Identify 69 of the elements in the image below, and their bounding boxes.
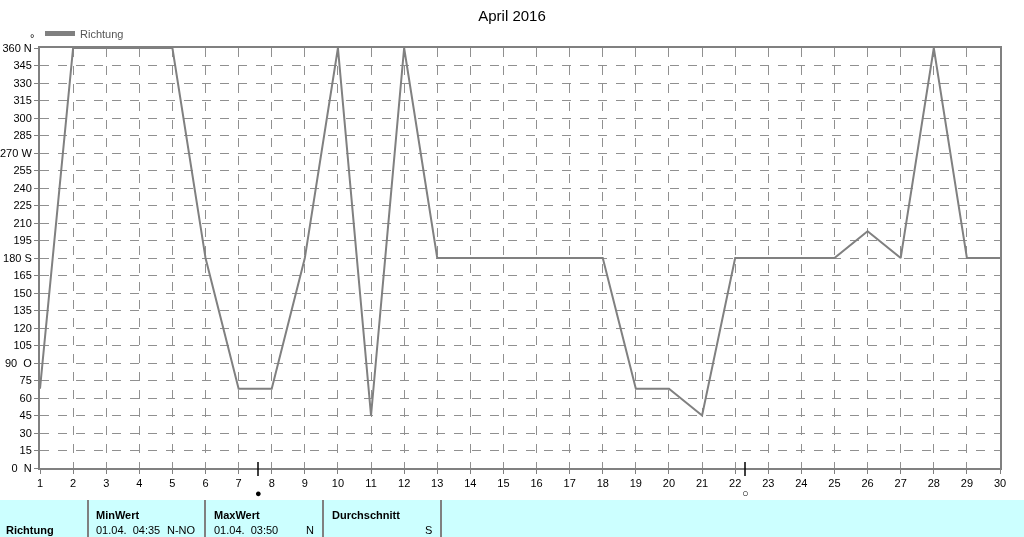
- x-tick-label: 25: [828, 477, 841, 490]
- y-tick-label: 225: [13, 199, 32, 212]
- x-tick-label: 30: [993, 477, 1007, 490]
- y-tick-label: 360 N: [2, 41, 32, 54]
- x-tick-label: 28: [927, 477, 940, 490]
- text: MinWert: [96, 509, 140, 521]
- y-tick-label: 180 S: [3, 251, 32, 264]
- y-axis-title: °: [30, 32, 35, 44]
- x-tick-label: 19: [629, 477, 642, 490]
- text: ○: [742, 487, 749, 499]
- y-tick-label: 30: [19, 426, 32, 439]
- x-tick-label: 4: [136, 477, 143, 490]
- text: 01.04. 04:35: [96, 524, 161, 536]
- y-tick-label: 45: [19, 409, 32, 422]
- x-tick-label: 20: [662, 477, 676, 490]
- y-tick-label: 210: [13, 216, 32, 229]
- chart-title: April 2016: [478, 7, 546, 25]
- x-tick-label: 17: [563, 477, 576, 490]
- x-tick-label: 23: [762, 477, 775, 490]
- y-tick-label: 255: [13, 164, 32, 177]
- text: Durchschnitt: [332, 509, 401, 521]
- x-tick-label: 24: [795, 477, 808, 490]
- y-tick-label: 300: [13, 111, 32, 124]
- x-tick-label: 22: [729, 477, 742, 490]
- text: Richtung: [6, 524, 54, 536]
- x-tick-label: 1: [36, 477, 44, 490]
- x-tick-label: 13: [431, 477, 444, 490]
- x-tick-label: 14: [464, 477, 477, 490]
- legend-label: Richtung: [80, 27, 124, 40]
- text: MaxWert: [214, 509, 260, 521]
- y-tick-label: 315: [13, 94, 32, 107]
- x-tick-label: 21: [695, 477, 709, 490]
- x-tick-label: 26: [861, 477, 874, 490]
- y-tick-label: 0 N: [11, 461, 32, 474]
- x-tick-label: 29: [960, 477, 974, 490]
- x-tick-label: 15: [497, 477, 510, 490]
- y-tick-label: 195: [13, 234, 32, 247]
- y-tick-label: 60: [19, 391, 32, 404]
- x-tick-label: 2: [70, 477, 77, 490]
- text: N-NO: [167, 524, 196, 536]
- y-tick-label: 120: [13, 321, 32, 334]
- x-tick-label: 6: [202, 477, 209, 490]
- y-tick-label: 240: [13, 181, 32, 194]
- x-tick-label: 10: [331, 477, 345, 490]
- x-tick-label: 9: [301, 477, 308, 490]
- y-tick-label: 135: [13, 304, 32, 317]
- y-tick-label: 105: [13, 339, 32, 352]
- x-tick-label: 11: [365, 477, 377, 490]
- y-tick-label: 150: [13, 286, 32, 299]
- y-tick-label: 330: [13, 76, 32, 89]
- x-tick-label: 16: [530, 477, 543, 490]
- text: ●: [255, 487, 262, 499]
- y-tick-label: 90 O: [4, 356, 33, 369]
- y-tick-label: 75: [19, 374, 32, 387]
- text: 01.04. 03:50: [214, 524, 279, 536]
- x-tick-label: 18: [596, 477, 609, 490]
- y-tick-label: 285: [13, 129, 32, 142]
- y-tick-label: 165: [13, 269, 32, 282]
- x-tick-label: 12: [398, 477, 411, 490]
- y-tick-label: 345: [13, 59, 32, 72]
- x-tick-label: 8: [268, 477, 275, 490]
- text: S: [425, 524, 433, 536]
- text: N: [306, 524, 314, 536]
- x-tick-label: 3: [103, 477, 110, 490]
- x-tick-label: 7: [235, 477, 242, 490]
- x-tick-label: 27: [894, 477, 907, 490]
- y-tick-label: 270 W: [0, 146, 33, 159]
- y-tick-label: 15: [19, 444, 32, 457]
- x-tick-label: 5: [169, 477, 176, 490]
